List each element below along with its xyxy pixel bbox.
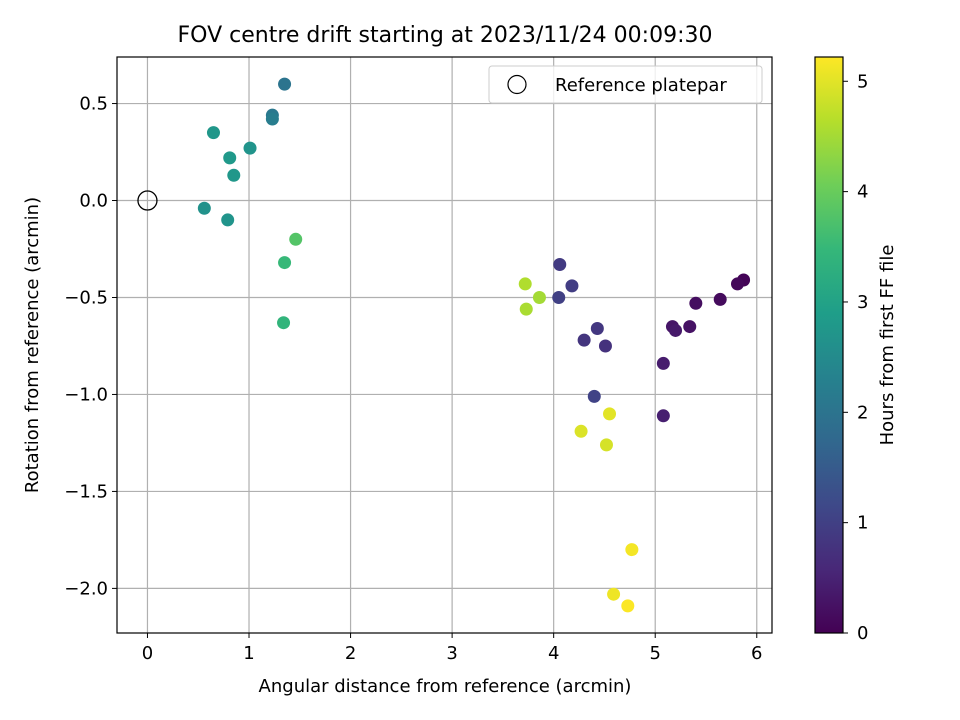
data-point — [197, 201, 211, 215]
colorbar-tick-label: 0 — [857, 623, 868, 644]
y-tick-label: −1.0 — [64, 384, 108, 405]
data-point — [221, 213, 235, 227]
plot-frame — [116, 56, 773, 634]
colorbar-tick-label: 3 — [857, 292, 868, 313]
data-point — [683, 320, 697, 334]
data-point — [598, 339, 612, 353]
data-point — [289, 232, 303, 246]
data-point — [621, 599, 635, 613]
colorbar-ticks: 0 1 2 3 4 5 — [843, 71, 868, 644]
data-point — [587, 389, 601, 403]
data-point — [278, 77, 292, 91]
data-point — [590, 322, 604, 336]
data-point — [277, 316, 291, 330]
data-point — [669, 323, 683, 337]
data-point — [552, 290, 566, 304]
data-point — [532, 290, 546, 304]
data-point — [574, 424, 588, 438]
legend-marker-icon — [507, 74, 527, 95]
data-point — [553, 258, 567, 272]
data-point — [625, 543, 639, 557]
data-point — [518, 277, 532, 291]
colorbar-tick-label: 1 — [857, 513, 868, 534]
x-tick-label: 2 — [345, 643, 356, 664]
data-point — [278, 256, 292, 270]
legend: Reference platepar — [488, 65, 763, 104]
data-point — [656, 409, 670, 423]
data-point — [565, 279, 579, 293]
data-point — [206, 126, 220, 140]
legend-entry-label: Reference platepar — [555, 75, 727, 96]
chart-title: FOV centre drift starting at 2023/11/24 … — [178, 23, 713, 48]
data-point — [689, 296, 703, 310]
y-axis-label: Rotation from reference (arcmin) — [22, 197, 43, 493]
x-tick-label: 1 — [243, 643, 254, 664]
legend-box — [488, 65, 763, 104]
data-point — [265, 112, 279, 126]
x-tick-label: 0 — [142, 643, 153, 664]
colorbar-tick-label: 4 — [857, 182, 868, 203]
data-points — [197, 77, 751, 613]
data-point — [519, 302, 533, 316]
y-axis-ticks: 0.5 0.0 −0.5 −1.0 −1.5 −2.0 — [64, 94, 117, 599]
data-point — [713, 292, 727, 306]
data-point — [227, 168, 241, 182]
y-tick-label: 0.5 — [79, 94, 108, 115]
colorbar-gradient — [815, 57, 843, 633]
data-point — [577, 333, 591, 347]
x-tick-label: 5 — [649, 643, 660, 664]
x-axis-label: Angular distance from reference (arcmin) — [259, 676, 632, 697]
data-point — [607, 587, 621, 601]
y-tick-label: 0.0 — [79, 191, 108, 212]
colorbar-tick-label: 5 — [857, 71, 868, 92]
y-tick-label: −2.0 — [64, 578, 108, 599]
data-point — [656, 356, 670, 370]
reference-marker-layer — [137, 190, 158, 211]
data-point — [603, 407, 617, 421]
data-point — [599, 438, 613, 452]
y-tick-label: −0.5 — [64, 287, 108, 308]
x-tick-label: 3 — [446, 643, 457, 664]
colorbar-frame — [814, 56, 844, 634]
colorbar-label: Hours from first FF file — [877, 245, 898, 446]
data-point — [223, 151, 237, 165]
data-point — [243, 141, 257, 155]
data-point — [730, 277, 744, 291]
grid-lines — [117, 57, 772, 633]
reference-platepar-marker — [137, 190, 158, 211]
x-tick-label: 6 — [751, 643, 762, 664]
y-tick-label: −1.5 — [64, 481, 108, 502]
x-axis-ticks: 0 1 2 3 4 5 6 — [142, 633, 762, 664]
colorbar: 0 1 2 3 4 5 Hours from first FF file — [814, 56, 898, 644]
x-tick-label: 4 — [548, 643, 559, 664]
colorbar-tick-label: 2 — [857, 402, 868, 423]
